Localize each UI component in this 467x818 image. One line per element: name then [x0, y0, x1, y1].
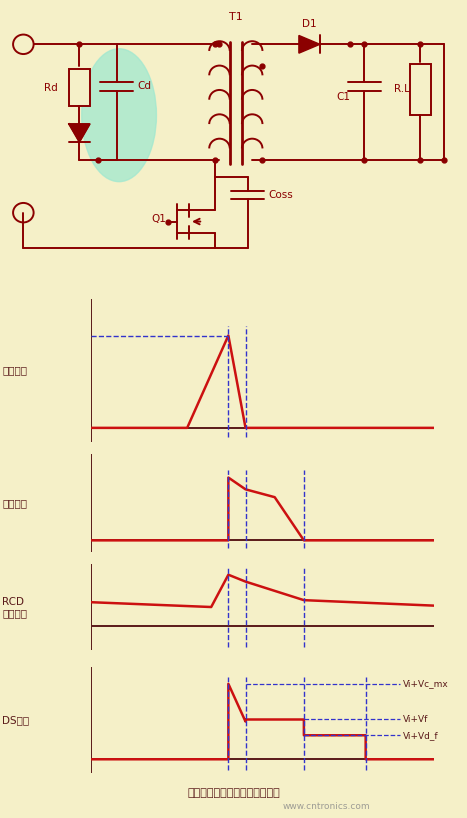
Text: T1: T1	[229, 12, 243, 22]
Text: D1: D1	[302, 19, 317, 29]
Text: Vi+Vd_f: Vi+Vd_f	[403, 730, 439, 739]
Text: RCD
电容电压: RCD 电容电压	[2, 596, 28, 618]
Text: www.cntronics.com: www.cntronics.com	[283, 802, 371, 811]
Polygon shape	[299, 35, 320, 53]
Text: Vi+Vc_mx: Vi+Vc_mx	[403, 679, 449, 688]
Text: R.L: R.L	[394, 83, 410, 93]
Text: Rd: Rd	[44, 83, 58, 92]
Text: DS电压: DS电压	[2, 715, 29, 725]
Text: C1: C1	[336, 92, 350, 101]
Text: 初级电流: 初级电流	[2, 365, 28, 375]
Ellipse shape	[82, 49, 156, 182]
Text: 这个过程中非常有可能出现震荚: 这个过程中非常有可能出现震荚	[187, 789, 280, 798]
Text: Cd: Cd	[138, 82, 152, 92]
Bar	[410, 65, 431, 115]
Polygon shape	[69, 124, 90, 142]
Bar	[69, 69, 90, 106]
Text: Q1: Q1	[151, 214, 166, 224]
Text: Vi+Vf: Vi+Vf	[403, 715, 429, 724]
Text: Coss: Coss	[269, 190, 293, 200]
Text: 次级电流: 次级电流	[2, 498, 28, 508]
